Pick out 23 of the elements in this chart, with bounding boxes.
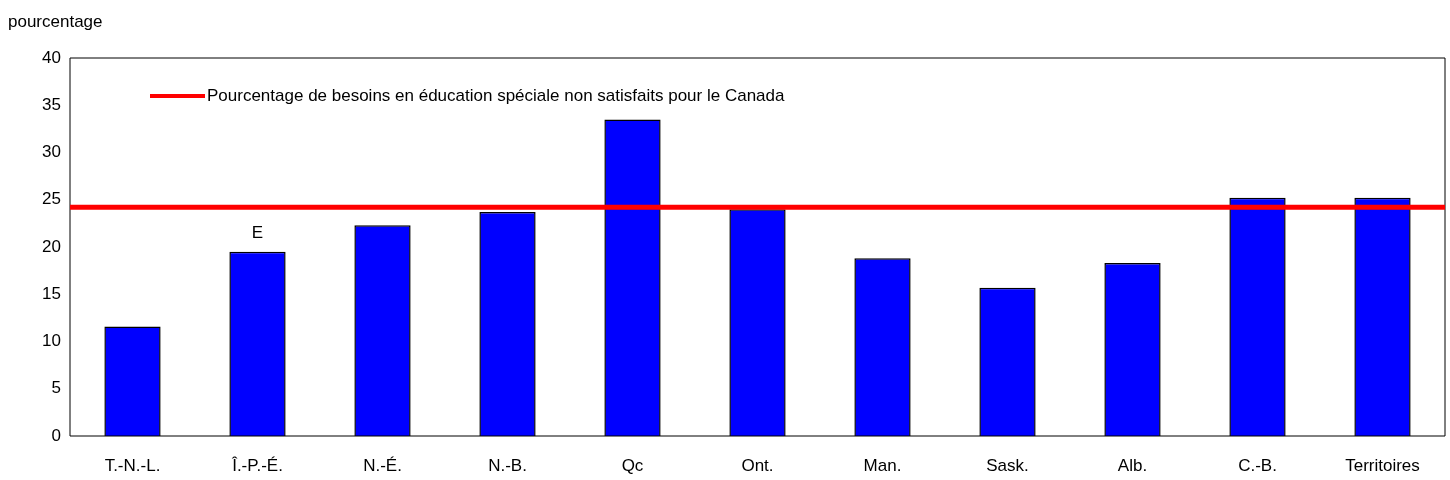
y-tick-label: 40 (42, 47, 61, 67)
y-tick-label: 35 (42, 94, 61, 114)
y-axis-title: pourcentage (8, 11, 103, 31)
x-tick-label: Qc (621, 455, 644, 475)
annotation: E (251, 222, 264, 242)
x-tick-label: Man. (863, 455, 902, 475)
x-tick-label: C.-B. (1238, 455, 1277, 475)
x-tick-label: Territoires (1345, 455, 1420, 475)
y-tick-label: 0 (51, 425, 61, 445)
y-tick-label: 10 (42, 331, 61, 351)
x-tick-label: N.-B. (488, 455, 527, 475)
x-tick-label: Alb. (1117, 455, 1148, 475)
y-tick-label: 5 (51, 378, 61, 398)
y-tick-label: 25 (42, 189, 61, 209)
x-tick-label: Ont. (741, 455, 774, 475)
x-tick-label: Î.-P.-É. (231, 455, 283, 475)
x-tick-label: T.-N.-L. (104, 455, 161, 475)
y-tick-label: 30 (42, 142, 61, 162)
x-tick-label: N.-É. (363, 455, 402, 475)
legend-label: Pourcentage de besoins en éducation spéciale non satisfaits pour le Canada (207, 85, 785, 105)
y-tick-label: 20 (42, 236, 61, 256)
y-tick-label: 15 (42, 283, 61, 303)
x-tick-label: Sask. (986, 455, 1029, 475)
